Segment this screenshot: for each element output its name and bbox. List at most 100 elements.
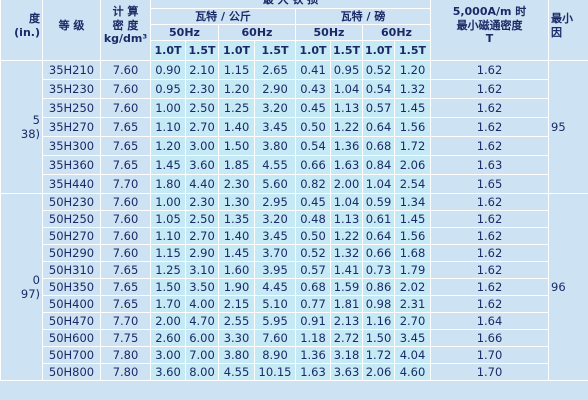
value-cell: 1.13 xyxy=(330,98,363,118)
value-cell-text: 1.32 xyxy=(333,245,360,260)
value-cell: 1.10 xyxy=(150,227,186,245)
last-header-text: 最小 xyxy=(551,11,573,25)
value-cell: 0.43 xyxy=(295,79,331,99)
value-cell: 1.20 xyxy=(394,60,431,80)
value-cell: 2.10 xyxy=(185,60,219,80)
value-cell-text: 0.57 xyxy=(300,262,326,277)
value-cell-text: 5.10 xyxy=(262,296,288,311)
value-cell-text: 1.60 xyxy=(223,262,250,277)
value-cell: 5.95 xyxy=(254,312,296,330)
value-cell-text: 1.56 xyxy=(399,228,426,243)
value-cell: 0.48 xyxy=(295,210,331,228)
value-cell-text: 10.15 xyxy=(258,364,292,379)
value-cell: 1.62 xyxy=(430,98,549,118)
value-cell-text: 1.00 xyxy=(155,100,181,115)
value-cell-text: 4.00 xyxy=(189,296,215,311)
value-cell-text: 7.65 xyxy=(112,138,139,153)
thickness-cell-text: 5 xyxy=(32,112,40,127)
induction-header-text: 1.5T xyxy=(333,43,360,57)
freq-header: 60Hz xyxy=(362,24,431,41)
induction-header: 1.0T xyxy=(362,40,395,61)
value-cell-text: 0.73 xyxy=(365,262,392,277)
freq-header: 50Hz xyxy=(295,24,363,41)
table-row: 瓦特 / 公斤 瓦特 / 磅 xyxy=(1,8,588,25)
value-cell: 0.66 xyxy=(362,244,395,262)
table-row: 35H300 7.65 1.20 3.00 1.50 3.80 0.54 1.36 0.68 1.… xyxy=(1,136,588,156)
value-cell: 1.62 xyxy=(430,278,549,296)
value-cell: 1.45 xyxy=(218,244,255,262)
value-cell-text: 1.32 xyxy=(399,81,426,96)
value-cell-text: 1.59 xyxy=(333,279,360,294)
value-cell: 7.60 xyxy=(100,60,151,80)
value-cell-text: 1.04 xyxy=(365,176,392,191)
value-cell-text: 1.45 xyxy=(399,100,426,115)
value-cell-text: 0.43 xyxy=(300,81,326,96)
value-cell: 1.62 xyxy=(430,261,549,279)
value-cell-text: 2.30 xyxy=(189,81,215,96)
value-cell-text: 7.75 xyxy=(112,330,139,345)
thickness-cell-text: 97) xyxy=(20,287,40,301)
table-row: 50H350 7.65 1.50 3.50 1.90 4.45 0.68 1.59 0.86 2.… xyxy=(1,278,588,296)
value-cell-text: 8.00 xyxy=(189,364,215,379)
grade-cell-text: 50H310 xyxy=(48,262,95,277)
grade-cell-text: 50H700 xyxy=(48,347,95,362)
value-cell: 1.22 xyxy=(330,117,363,137)
value-cell: 1.41 xyxy=(330,261,363,279)
value-cell: 8.00 xyxy=(185,363,219,381)
value-cell-text: 2.50 xyxy=(189,211,215,226)
value-cell-text: 1.25 xyxy=(223,100,250,115)
value-cell-text: 0.68 xyxy=(365,138,392,153)
value-cell: 1.20 xyxy=(150,136,186,156)
value-cell-text: 1.62 xyxy=(476,279,503,294)
value-cell-text: 2.70 xyxy=(189,119,215,134)
value-cell: 3.50 xyxy=(185,278,219,296)
grade-cell-text: 35H210 xyxy=(48,62,95,77)
value-cell: 1.62 xyxy=(430,295,549,313)
value-cell-text: 1.50 xyxy=(223,138,250,153)
value-cell-text: 3.60 xyxy=(155,364,181,379)
value-cell: 0.82 xyxy=(295,174,331,194)
grade-cell-text: 50H250 xyxy=(48,211,95,226)
value-cell: 7.70 xyxy=(100,312,151,330)
value-cell-text: 1.04 xyxy=(333,81,360,96)
value-cell: 1.50 xyxy=(150,278,186,296)
value-cell: 1.04 xyxy=(362,174,395,194)
value-cell-text: 7.80 xyxy=(112,364,139,379)
value-cell-text: 7.60 xyxy=(112,100,139,115)
table-row: 度(in.)等 级计 算密 度kg/dm³最 大 铁 损5,000A/m 时最小… xyxy=(0,0,588,61)
value-cell-text: 0.95 xyxy=(333,62,360,77)
value-cell-text: 2.00 xyxy=(155,313,181,328)
value-cell: 2.13 xyxy=(330,312,363,330)
value-cell-text: 1.40 xyxy=(223,119,250,134)
grade-cell-text: 35H360 xyxy=(48,157,95,172)
value-cell: 0.68 xyxy=(295,278,331,296)
grade-cell: 35H270 xyxy=(42,117,101,137)
value-cell-text: 7.65 xyxy=(112,296,139,311)
freq-header-text: 60Hz xyxy=(381,25,412,39)
thickness-header-text: 度 xyxy=(29,11,40,25)
value-cell: 1.68 xyxy=(394,244,431,262)
value-cell: 1.63 xyxy=(330,155,363,175)
value-cell-text: 1.13 xyxy=(333,211,360,226)
value-cell: 1.45 xyxy=(394,210,431,228)
value-cell: 4.55 xyxy=(254,155,296,175)
value-cell: 3.63 xyxy=(330,363,363,381)
value-cell: 1.62 xyxy=(430,117,549,137)
value-cell: 1.72 xyxy=(362,346,395,364)
value-cell: 1.50 xyxy=(362,329,395,347)
value-cell-text: 1.50 xyxy=(155,279,181,294)
grade-cell: 50H470 xyxy=(42,312,101,330)
value-cell-text: 7.65 xyxy=(112,279,139,294)
grade-cell: 35H250 xyxy=(42,98,101,118)
value-cell: 0.91 xyxy=(295,312,331,330)
value-cell: 1.04 xyxy=(330,193,363,211)
value-cell: 0.54 xyxy=(295,136,331,156)
induction-header-text: 1.0T xyxy=(365,43,392,57)
value-cell-text: 7.00 xyxy=(189,347,215,362)
value-cell-text: 1.15 xyxy=(155,245,181,260)
value-cell-text: 0.48 xyxy=(300,211,326,226)
value-cell-text: 1.66 xyxy=(476,330,503,345)
value-cell-text: 7.70 xyxy=(112,313,139,328)
value-cell-text: 1.36 xyxy=(300,347,326,362)
value-cell-text: 1.62 xyxy=(476,81,503,96)
